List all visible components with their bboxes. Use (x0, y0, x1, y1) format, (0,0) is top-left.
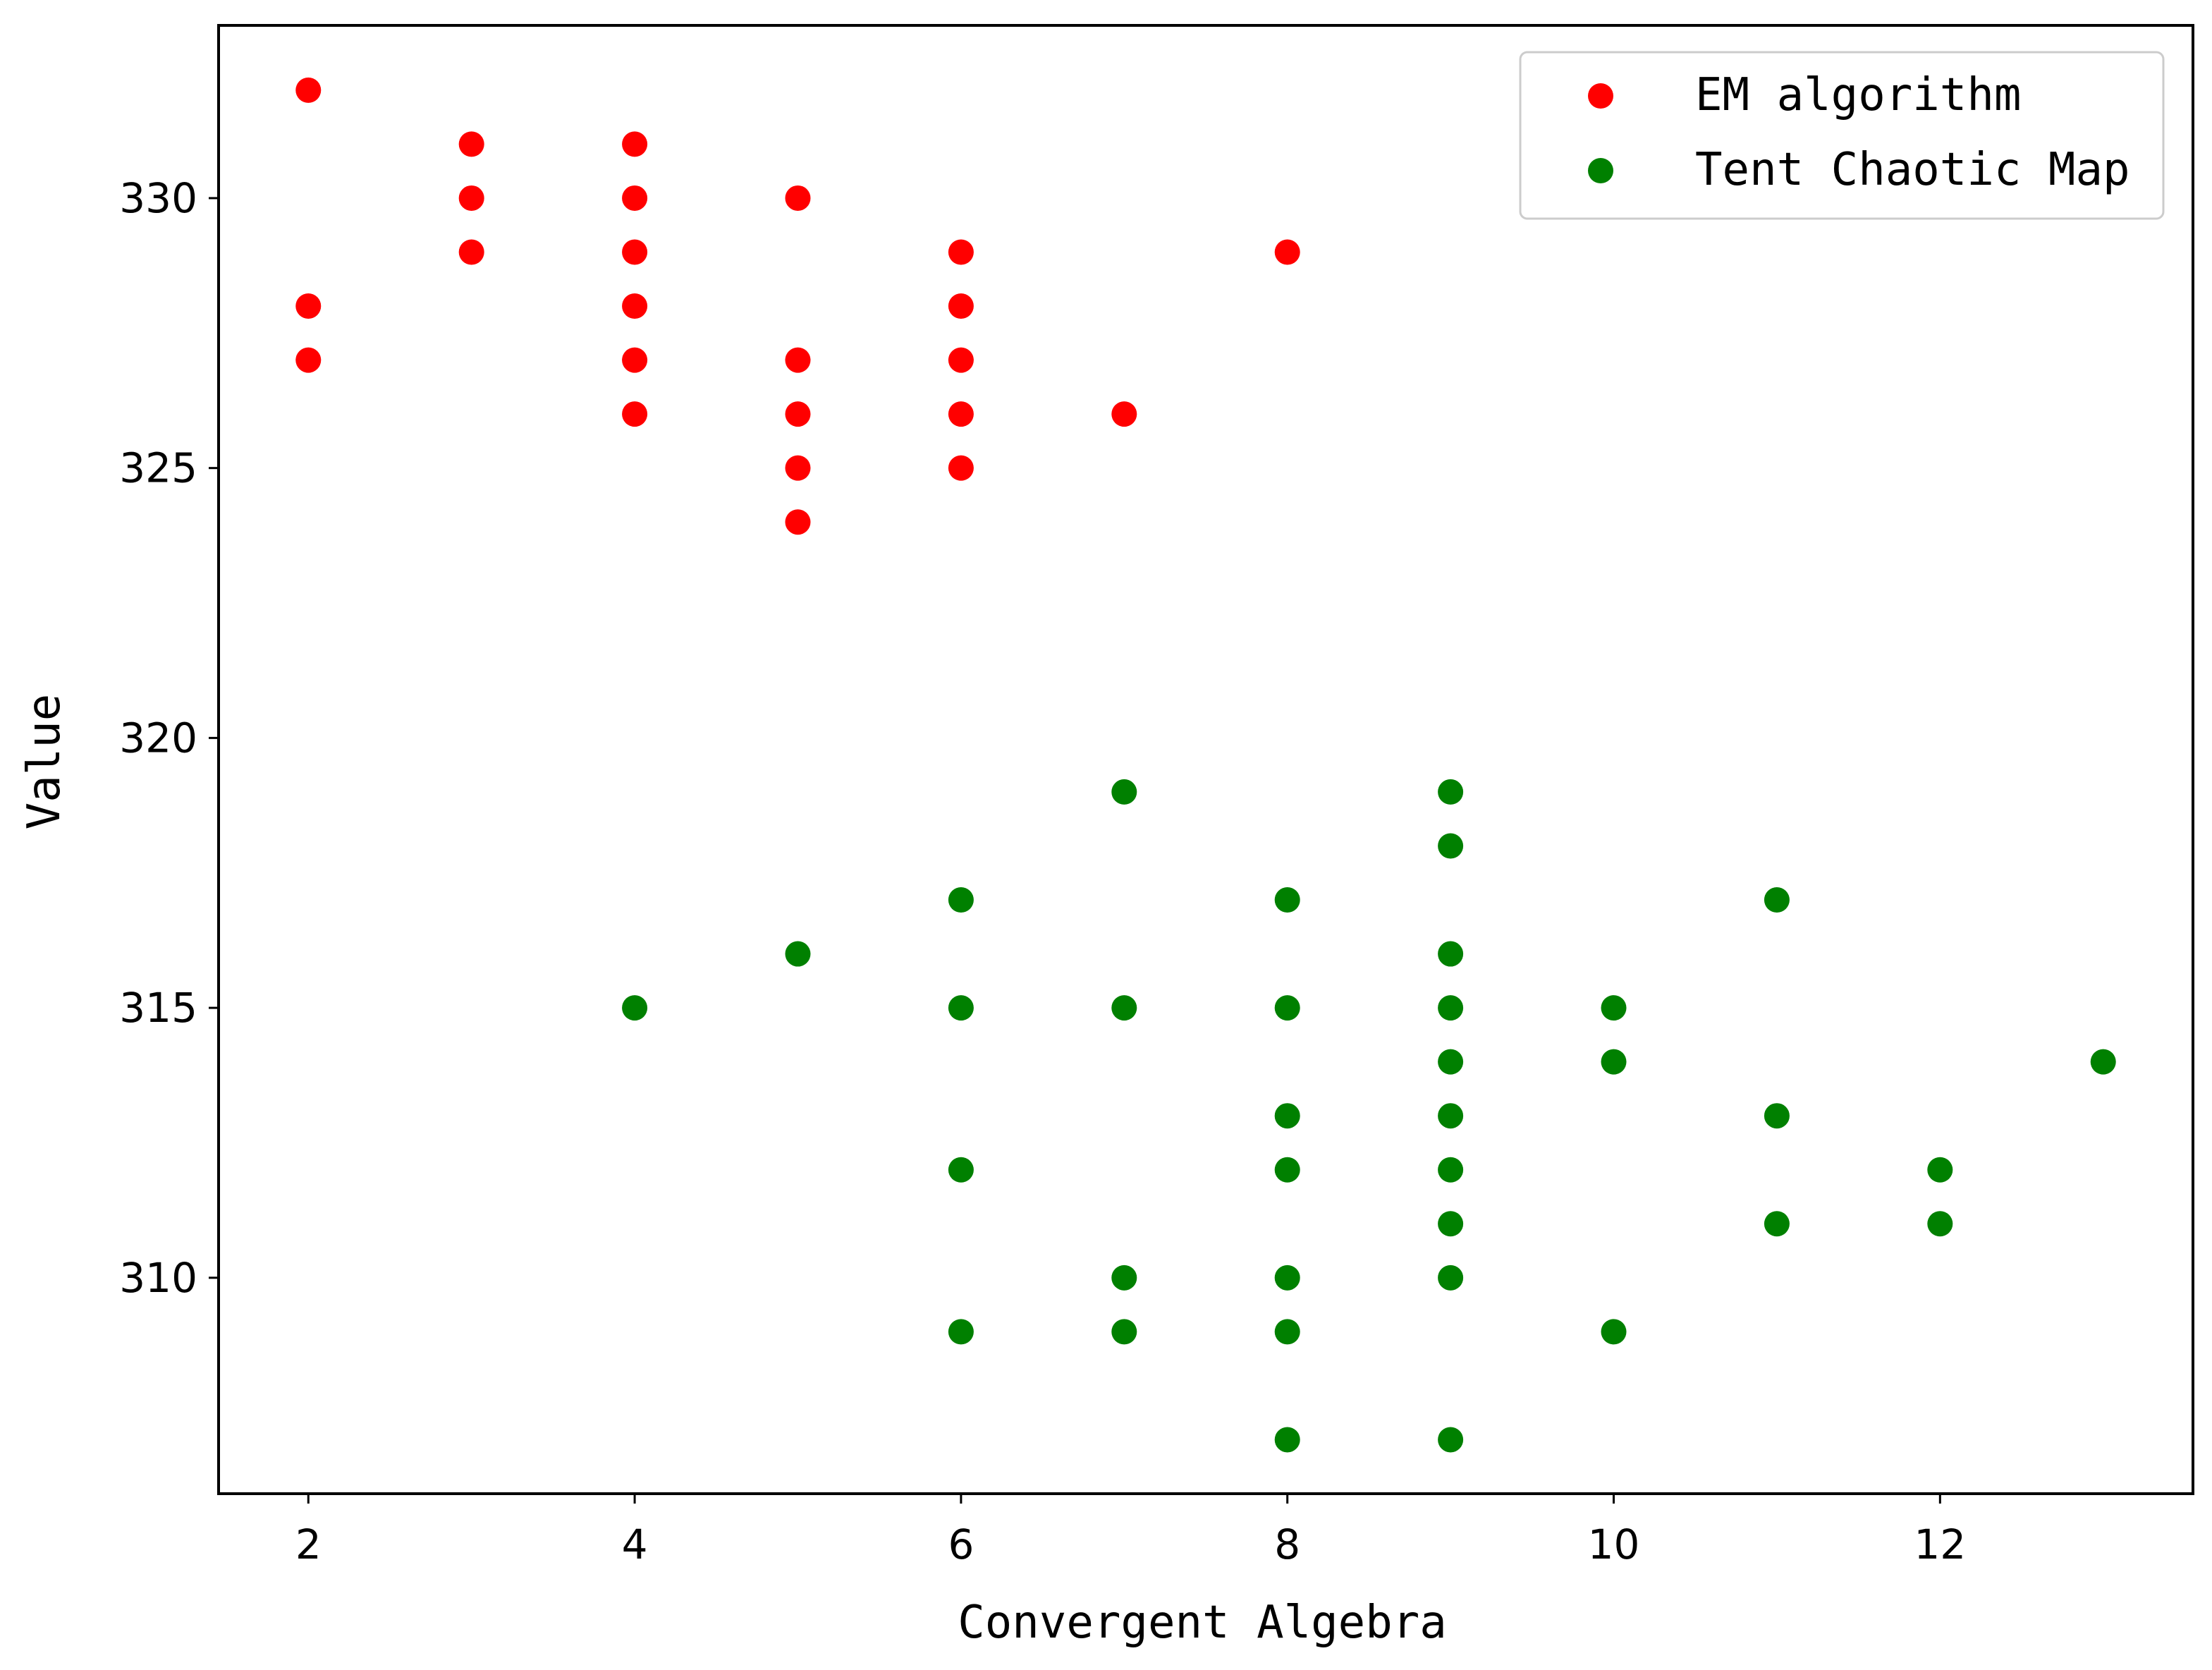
plot-frame (217, 24, 2194, 1495)
data-point (622, 185, 648, 211)
data-point (1111, 779, 1137, 805)
data-point (1111, 401, 1137, 427)
data-point (1764, 1103, 1790, 1129)
data-point (622, 293, 648, 319)
data-point (785, 509, 811, 535)
data-point (1764, 887, 1790, 913)
data-point (622, 131, 648, 157)
x-tick-label: 4 (622, 1520, 648, 1568)
y-tick-label: 320 (119, 714, 197, 762)
data-point (1111, 1264, 1137, 1291)
data-point (1438, 995, 1464, 1021)
data-point (785, 401, 811, 427)
data-point (1601, 995, 1627, 1021)
x-tick-label: 2 (295, 1520, 322, 1568)
data-point (1927, 1211, 1953, 1237)
data-point (1438, 779, 1464, 805)
legend-marker-tent (1588, 158, 1613, 183)
data-point (1274, 1427, 1300, 1453)
data-point (948, 239, 974, 265)
series-tent-chaotic-map (622, 779, 2116, 1453)
y-tick-label: 310 (119, 1254, 197, 1302)
data-point (1438, 833, 1464, 859)
y-axis-ticks: 310 315 320 325 330 (119, 174, 219, 1302)
data-point (785, 455, 811, 481)
y-tick-label: 330 (119, 174, 197, 222)
data-point (1927, 1157, 1953, 1183)
data-point (1274, 239, 1300, 265)
data-point (785, 347, 811, 373)
data-point (1274, 1319, 1300, 1345)
data-point (458, 131, 484, 157)
data-point (1601, 1319, 1627, 1345)
data-point (1274, 1103, 1300, 1129)
y-axis-label: Value (18, 694, 71, 830)
data-point (948, 347, 974, 373)
y-tick-label: 315 (119, 984, 197, 1032)
data-point (1111, 995, 1137, 1021)
data-point (1274, 887, 1300, 913)
data-point (295, 347, 322, 373)
data-point (622, 347, 648, 373)
data-point (948, 1319, 974, 1345)
x-tick-label: 10 (1588, 1520, 1640, 1568)
legend-label-em: EM algorithm (1695, 69, 2021, 121)
data-point (295, 293, 322, 319)
data-point (948, 293, 974, 319)
data-point (948, 1157, 974, 1183)
data-point (458, 239, 484, 265)
data-point (622, 995, 648, 1021)
data-point (622, 401, 648, 427)
data-point (1274, 1157, 1300, 1183)
data-point (1274, 1264, 1300, 1291)
x-axis-label: Convergent Algebra (958, 1597, 1447, 1649)
data-point (1438, 1157, 1464, 1183)
data-point (1764, 1211, 1790, 1237)
data-point (458, 185, 484, 211)
data-point (1601, 1049, 1627, 1075)
series-em-algorithm (295, 77, 1300, 535)
x-axis-ticks: 2 4 6 8 10 12 (295, 1494, 1966, 1568)
data-point (622, 239, 648, 265)
data-point (2090, 1049, 2116, 1075)
data-point (785, 941, 811, 967)
x-tick-label: 8 (1274, 1520, 1300, 1568)
data-point (948, 995, 974, 1021)
data-point (948, 887, 974, 913)
legend-marker-em (1588, 83, 1613, 109)
data-point (948, 455, 974, 481)
legend: EM algorithm Tent Chaotic Map (1519, 51, 2165, 220)
data-point (1438, 1049, 1464, 1075)
legend-label-tent: Tent Chaotic Map (1695, 144, 2130, 196)
data-point (1438, 1427, 1464, 1453)
data-point (1438, 1211, 1464, 1237)
data-point (1438, 1264, 1464, 1291)
data-points (295, 77, 2116, 1453)
data-point (1111, 1319, 1137, 1345)
x-tick-label: 6 (948, 1520, 974, 1568)
data-point (785, 185, 811, 211)
legend-box (1519, 51, 2165, 220)
data-point (948, 401, 974, 427)
data-point (1274, 995, 1300, 1021)
data-point (295, 77, 322, 103)
y-tick-label: 325 (119, 444, 197, 492)
data-point (1438, 1103, 1464, 1129)
data-point (1438, 941, 1464, 967)
x-tick-label: 12 (1914, 1520, 1966, 1568)
